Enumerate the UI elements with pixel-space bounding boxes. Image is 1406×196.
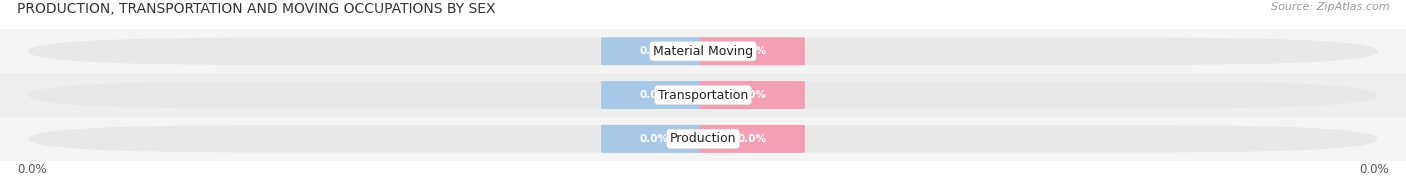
- Text: 0.0%: 0.0%: [640, 90, 668, 100]
- FancyBboxPatch shape: [602, 81, 707, 109]
- FancyBboxPatch shape: [28, 82, 1378, 109]
- Text: 0.0%: 0.0%: [640, 134, 668, 144]
- FancyBboxPatch shape: [602, 37, 707, 65]
- Bar: [0, 117, 1406, 161]
- Text: Production: Production: [669, 132, 737, 145]
- Text: 0.0%: 0.0%: [738, 90, 766, 100]
- FancyBboxPatch shape: [700, 81, 804, 109]
- FancyBboxPatch shape: [28, 125, 1378, 152]
- FancyBboxPatch shape: [700, 37, 804, 65]
- Text: 0.0%: 0.0%: [1360, 163, 1389, 176]
- FancyBboxPatch shape: [602, 125, 707, 153]
- Text: 0.0%: 0.0%: [640, 46, 668, 56]
- FancyBboxPatch shape: [28, 38, 1378, 65]
- Text: 0.0%: 0.0%: [17, 163, 46, 176]
- Text: PRODUCTION, TRANSPORTATION AND MOVING OCCUPATIONS BY SEX: PRODUCTION, TRANSPORTATION AND MOVING OC…: [17, 2, 495, 16]
- Text: Material Moving: Material Moving: [652, 45, 754, 58]
- Text: 0.0%: 0.0%: [738, 134, 766, 144]
- Text: Transportation: Transportation: [658, 89, 748, 102]
- Bar: [0, 73, 1406, 117]
- Text: 0.0%: 0.0%: [738, 46, 766, 56]
- FancyBboxPatch shape: [700, 125, 804, 153]
- Text: Source: ZipAtlas.com: Source: ZipAtlas.com: [1271, 2, 1389, 12]
- Bar: [0, 29, 1406, 73]
